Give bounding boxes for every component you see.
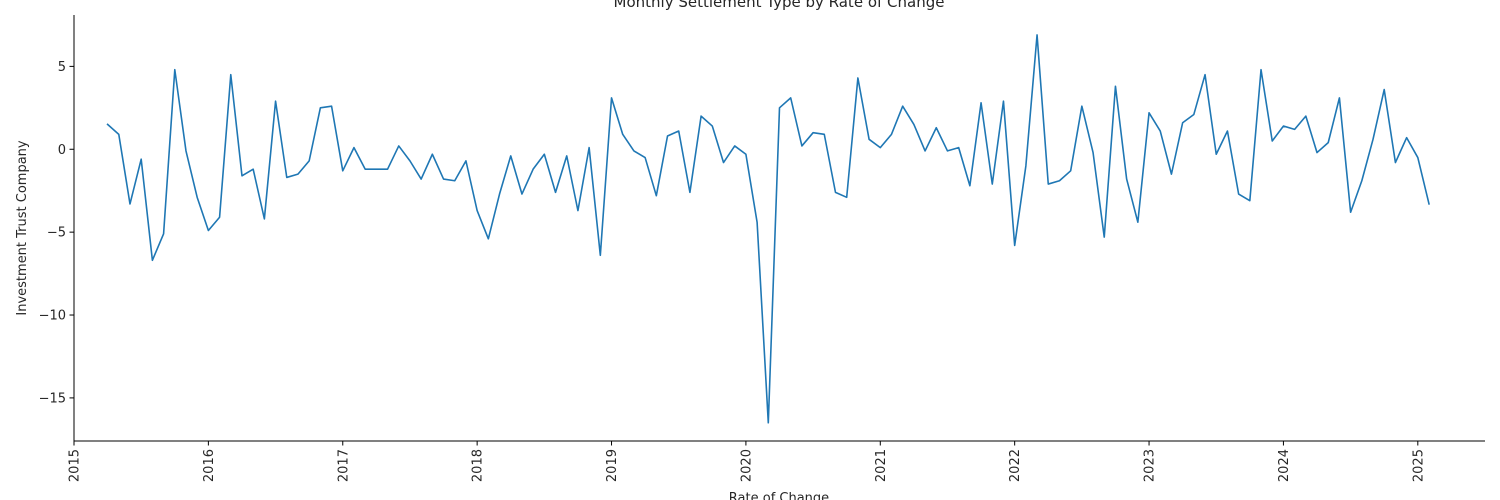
x-tick-label: 2020 — [739, 449, 754, 482]
x-tick-label: 2024 — [1277, 449, 1292, 482]
x-tick-label: 2018 — [471, 449, 486, 482]
x-tick-label: 2021 — [874, 449, 889, 482]
x-tick-label: 2015 — [68, 449, 83, 482]
plot-area — [106, 34, 1430, 424]
y-tick-label: −10 — [39, 309, 66, 324]
chart-title: Monthly Settlement Type by Rate of Chang… — [614, 0, 945, 11]
x-axis-ticks: 2015 2016 2017 2018 2019 2020 2021 2022 2023 2024… — [68, 441, 1426, 482]
y-axis-label: Investment Trust Company — [15, 140, 30, 316]
x-tick-label: 2022 — [1008, 449, 1023, 482]
y-tick-label: −5 — [47, 226, 66, 241]
series-line — [106, 34, 1430, 424]
y-tick-label: 5 — [58, 60, 66, 75]
x-tick-label: 2023 — [1143, 449, 1158, 482]
x-tick-label: 2017 — [336, 449, 351, 482]
y-tick-label: −15 — [39, 391, 66, 406]
x-tick-label: 2025 — [1411, 449, 1426, 482]
y-tick-label: 0 — [58, 143, 66, 158]
x-axis-label: Rate of Change — [729, 491, 829, 500]
x-tick-label: 2016 — [202, 449, 217, 482]
x-tick-label: 2019 — [605, 449, 620, 482]
y-axis-ticks: 5 0 −5 −10 −15 — [39, 60, 74, 406]
